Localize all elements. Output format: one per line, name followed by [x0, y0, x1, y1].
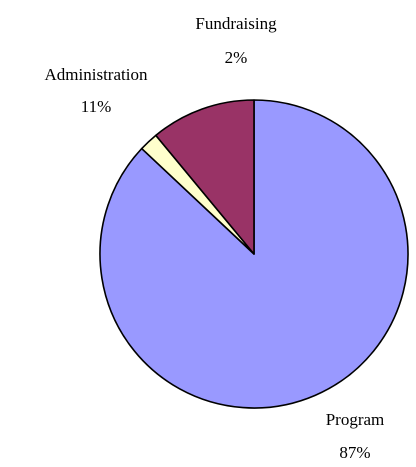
slice-label-group-program: Program 87%	[326, 410, 385, 462]
slice-percent-fundraising: 2%	[225, 48, 248, 67]
pie-slice-administration	[155, 99, 255, 255]
slice-percent-administration: 11%	[81, 97, 112, 116]
slice-label-administration: Administration	[45, 65, 148, 84]
slice-label-group-administration: Administration 11%	[45, 65, 148, 116]
slice-label-program: Program	[326, 410, 385, 429]
pie-slices	[99, 99, 409, 409]
slice-label-fundraising: Fundraising	[195, 14, 277, 33]
slice-label-group-fundraising: Fundraising 2%	[195, 14, 277, 67]
slice-percent-program: 87%	[339, 443, 370, 462]
